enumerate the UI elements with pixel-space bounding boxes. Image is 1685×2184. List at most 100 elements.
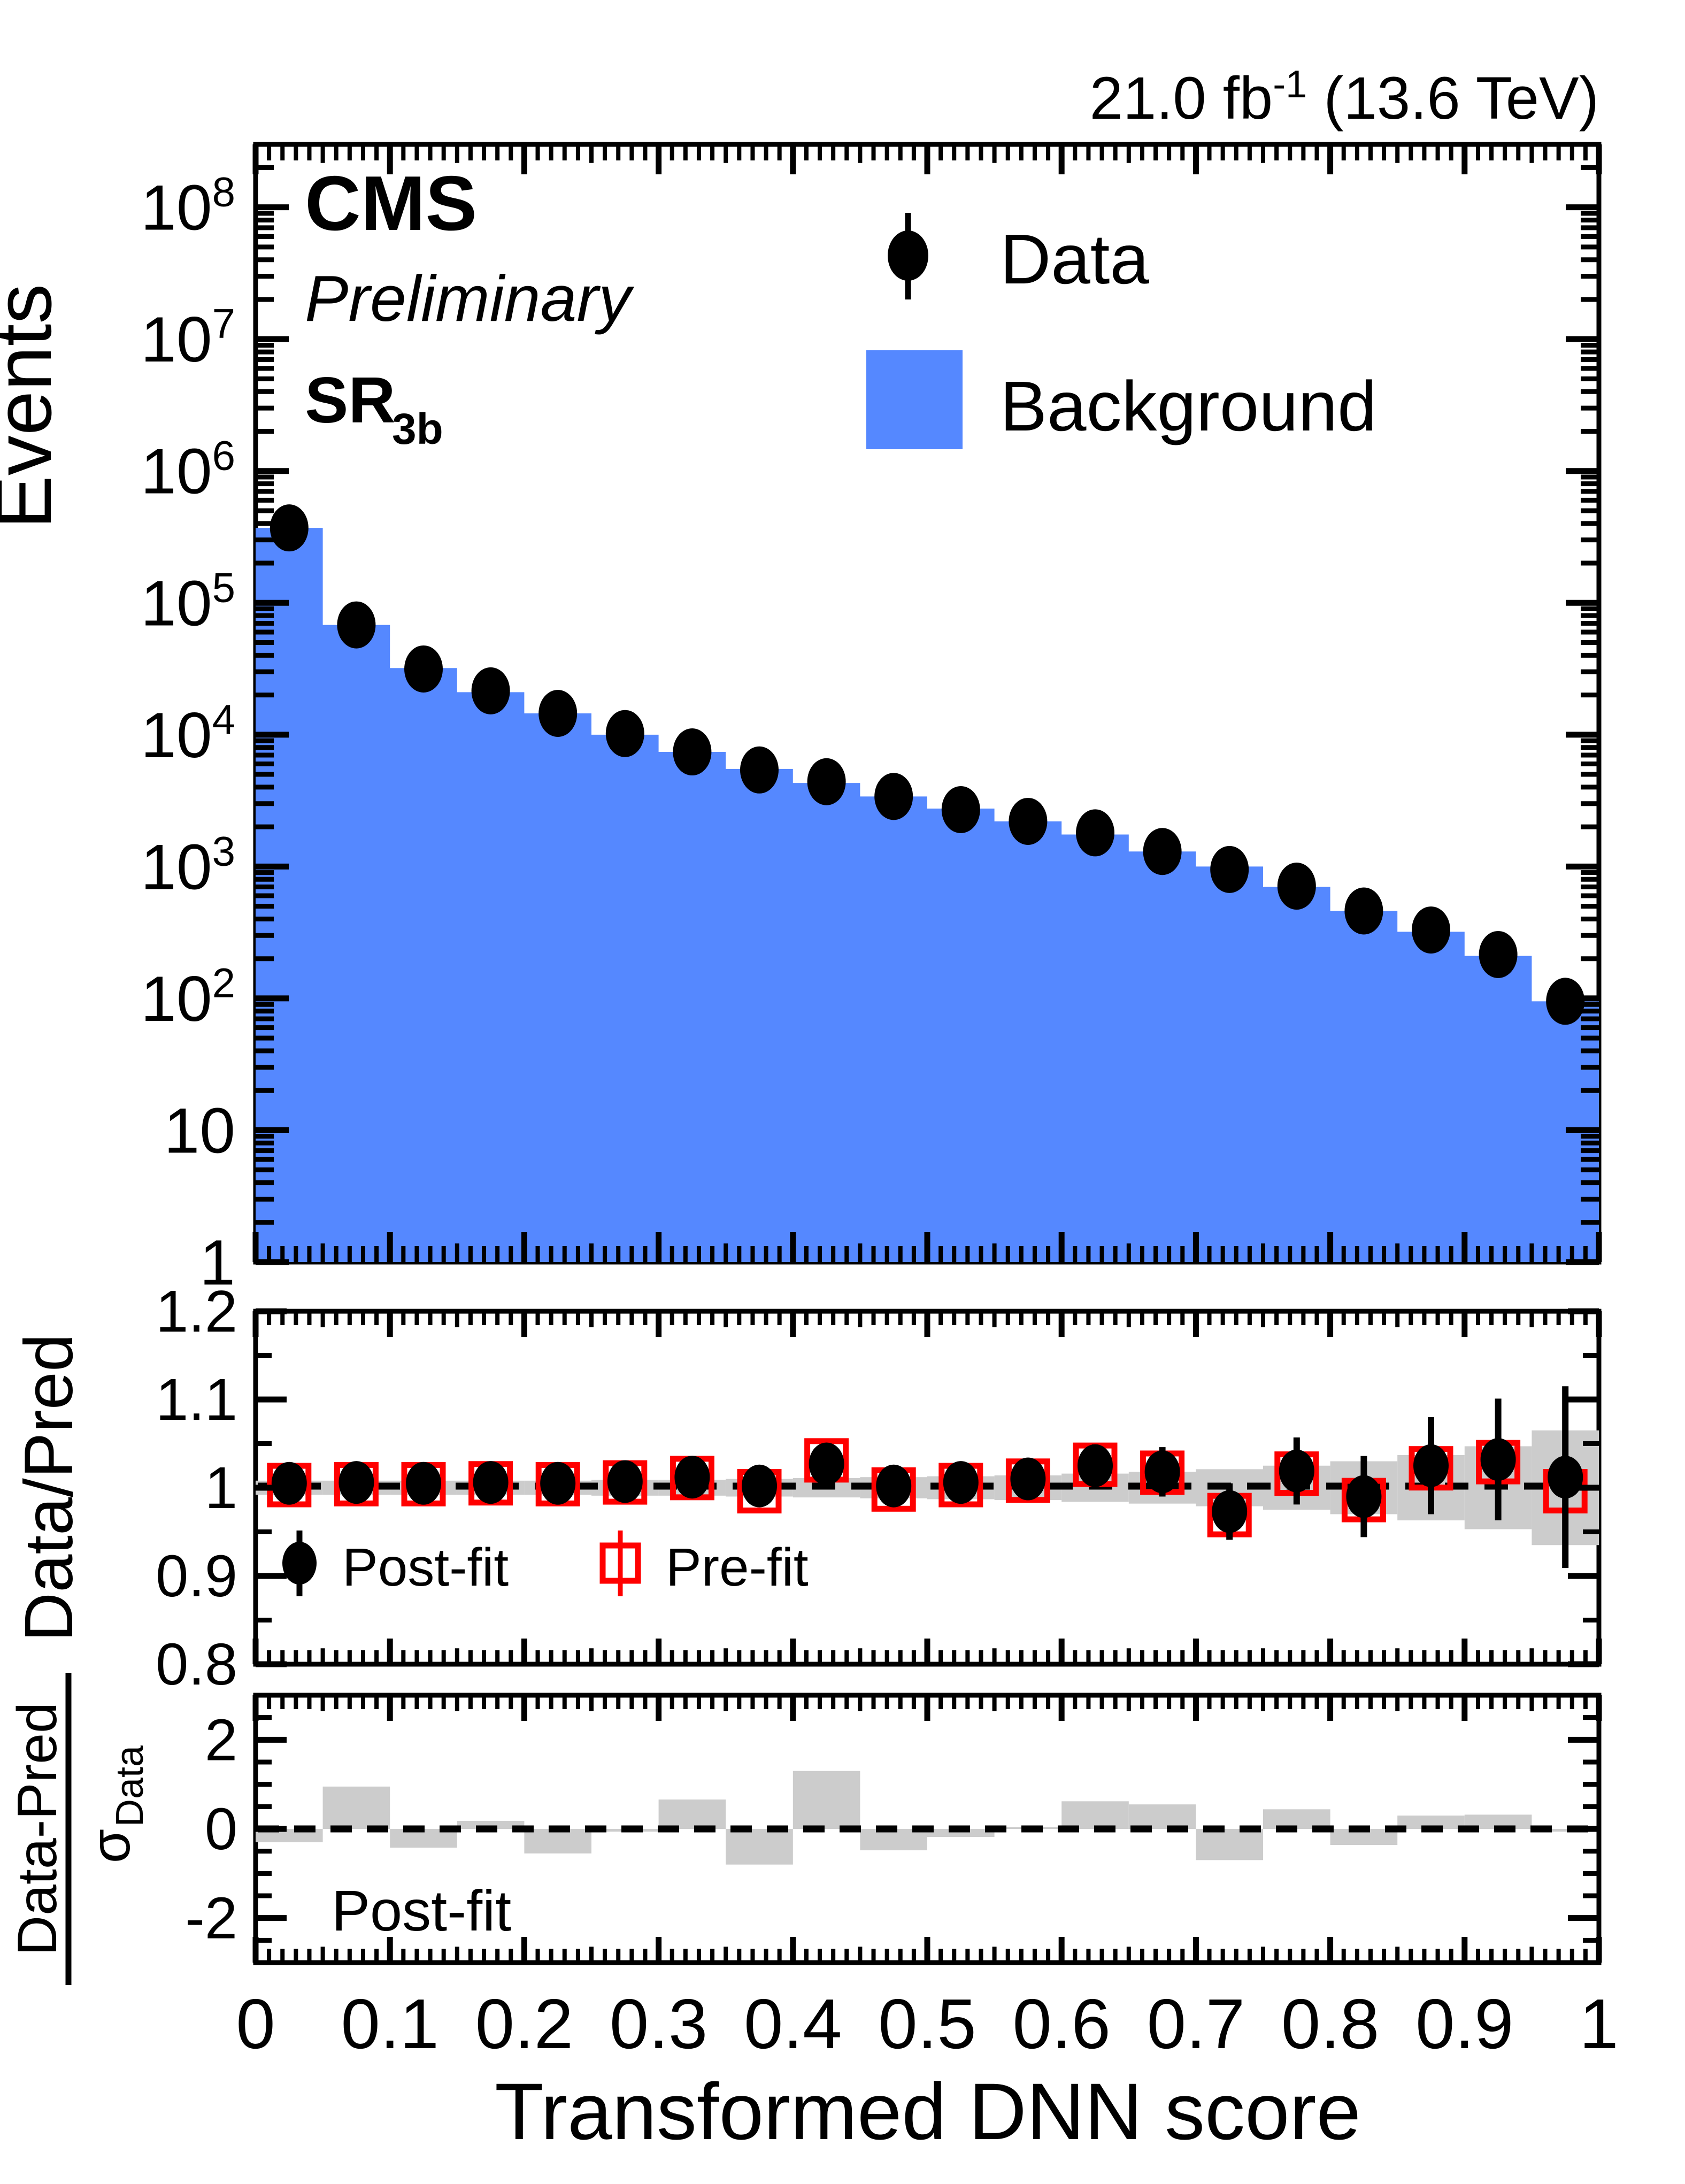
pull-bar (524, 1829, 591, 1854)
data-point-marker (1076, 809, 1114, 857)
main-y-tick-label: 10 (164, 1095, 235, 1166)
postfit-marker (742, 1464, 777, 1508)
data-point-marker (471, 667, 510, 714)
legend-label-prefit: Pre-fit (666, 1537, 809, 1597)
cms-label: CMS (305, 160, 477, 247)
pull-y-axis-title: Data-Pred σ Data (6, 1673, 151, 1985)
pull-bar (1532, 1829, 1599, 1832)
postfit-marker (1548, 1456, 1583, 1499)
ratio-y-tick-label: 1 (205, 1455, 237, 1521)
postfit-marker (809, 1442, 844, 1486)
postfit-marker (1078, 1444, 1113, 1487)
pull-bar (860, 1829, 927, 1850)
postfit-marker (876, 1464, 912, 1508)
x-tick-label: 0.4 (744, 1985, 842, 2063)
x-tick-label: 0.8 (1281, 1985, 1380, 2063)
postfit-marker (540, 1462, 576, 1505)
ratio-legend-entry-postfit: Post-fit (282, 1531, 509, 1597)
pull-y-axis-title-denominator-sub: Data (109, 1745, 151, 1827)
main-legend: Data Background (866, 213, 1376, 449)
x-axis-tick-labels: 0 0.1 0.2 0.3 0.4 0.5 0.6 0.7 0.8 0.9 1 (236, 1985, 1618, 2063)
background-legend-swatch-icon (866, 350, 963, 449)
pull-panel-note: Post-fit (332, 1878, 511, 1943)
pull-bar (1061, 1801, 1129, 1829)
main-y-tick-label: 103 (141, 827, 235, 903)
main-y-axis-ticks (256, 142, 1599, 1265)
main-y-tick-label: 108 (141, 168, 235, 244)
region-sublabel: 3b (392, 405, 443, 453)
x-tick-label: 0.7 (1147, 1985, 1245, 2063)
postfit-marker (1010, 1457, 1046, 1501)
pull-y-tick-label: 2 (205, 1707, 237, 1773)
x-tick-label: 0.1 (341, 1985, 439, 2063)
ratio-legend-entry-prefit: Pre-fit (599, 1531, 809, 1597)
data-point-marker (1546, 978, 1585, 1025)
postfit-marker (473, 1461, 509, 1504)
postfit-marker (943, 1461, 979, 1504)
background-histogram (256, 528, 1599, 1262)
background-area (256, 528, 1599, 1262)
lumi-energy-header: 21.0 fb-1 (13.6 TeV) (1090, 63, 1599, 132)
legend-label-background: Background (1000, 367, 1376, 445)
data-point-marker (1344, 887, 1383, 935)
postfit-marker (271, 1462, 307, 1505)
legend-entry-data: Data (888, 213, 1149, 299)
data-point-marker (1479, 930, 1518, 978)
data-point-marker (404, 645, 443, 693)
signal-region-label: SR 3b (305, 364, 443, 453)
main-y-tick-label: 104 (141, 696, 235, 771)
pull-x-axis-ticks (252, 1695, 1602, 1963)
main-y-tick-label: 106 (141, 432, 235, 507)
postfit-marker (338, 1461, 374, 1504)
postfit-marker (1346, 1475, 1382, 1518)
postfit-marker (1212, 1490, 1248, 1533)
pull-bar (927, 1829, 995, 1837)
data-points-main (270, 504, 1585, 1025)
data-point-marker (1210, 845, 1249, 893)
pull-bar (658, 1800, 726, 1829)
ratio-panel: 0.8 0.9 1 1.1 1.2 (156, 1279, 1602, 1697)
ratio-x-axis-ticks (252, 1311, 1602, 1664)
ratio-y-axis-title: Data/Pred (11, 1334, 87, 1642)
pull-bar (322, 1786, 390, 1829)
pull-bar (457, 1821, 525, 1829)
pull-bar (1196, 1829, 1263, 1860)
data-legend-marker-icon (888, 230, 928, 281)
postfit-marker (674, 1456, 710, 1499)
x-tick-label: 0 (236, 1985, 275, 2063)
prefit-legend-marker-icon (599, 1542, 641, 1584)
pull-bar (793, 1771, 860, 1829)
main-y-tick-label: 105 (141, 564, 235, 639)
data-point-marker (874, 773, 913, 820)
legend-entry-background: Background (866, 350, 1376, 449)
data-point-marker (941, 786, 980, 834)
lumi-header-text: 21.0 fb-1 (13.6 TeV) (1090, 63, 1599, 132)
data-point-marker (605, 710, 644, 757)
x-tick-label: 1 (1579, 1985, 1618, 2063)
ratio-postfit-markers (271, 1386, 1583, 1568)
data-point-marker (1412, 906, 1450, 954)
main-y-axis-tick-labels: 1 10 102 103 104 105 106 107 108 (141, 168, 235, 1298)
main-y-tick-label: 107 (141, 300, 235, 375)
x-axis-title: Transformed DNN score (495, 2066, 1361, 2156)
pull-y-tick-label: -2 (185, 1886, 237, 1951)
postfit-legend-marker-icon (282, 1542, 317, 1585)
data-point-marker (673, 728, 712, 776)
ratio-y-axis-tick-labels: 0.8 0.9 1 1.1 1.2 (156, 1279, 237, 1697)
x-tick-label: 0.2 (475, 1985, 574, 2063)
main-y-tick-label: 102 (141, 959, 235, 1035)
postfit-marker (1279, 1449, 1314, 1493)
data-point-marker (337, 601, 376, 649)
data-point-marker (1143, 828, 1182, 875)
legend-label-data: Data (1000, 220, 1149, 298)
postfit-marker (1144, 1450, 1180, 1494)
x-tick-label: 0.3 (610, 1985, 708, 2063)
x-tick-label: 0.5 (878, 1985, 976, 2063)
pull-bar (1128, 1804, 1196, 1829)
region-label: SR (305, 364, 395, 436)
main-panel: 1 10 102 103 104 105 106 107 108 (141, 142, 1602, 1298)
postfit-marker (406, 1462, 441, 1505)
postfit-marker (607, 1460, 643, 1503)
